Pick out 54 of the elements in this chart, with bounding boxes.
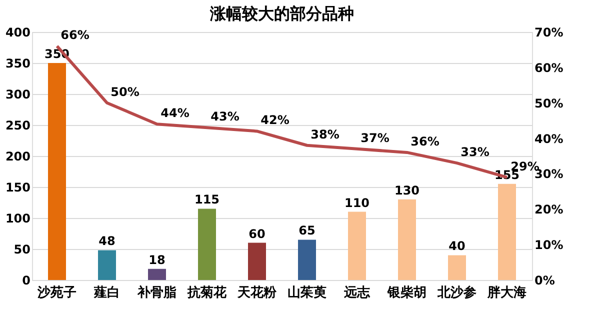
bar: [348, 212, 366, 280]
data-label: 110: [344, 196, 370, 210]
bar: [398, 199, 416, 280]
chart-title: 涨幅较大的部分品种: [209, 4, 354, 23]
y-tick-label: 300: [5, 88, 30, 102]
data-label: 60: [248, 226, 266, 241]
y-tick-label: 100: [5, 212, 30, 226]
x-tick-label: 天花粉: [236, 286, 278, 300]
x-tick-label: 胖大海: [486, 286, 526, 300]
data-label: 36%: [410, 134, 440, 148]
y2-tick-label: 60%: [534, 60, 564, 75]
x-tick-label: 抗菊花: [186, 284, 228, 300]
data-label: 38%: [310, 127, 340, 142]
data-label: 44%: [160, 106, 190, 120]
bar: [448, 255, 466, 280]
data-label: 65: [298, 224, 316, 238]
data-label: 48: [98, 234, 116, 248]
y2-tick-label: 40%: [534, 132, 564, 146]
data-label: 115: [194, 192, 220, 207]
y2-tick-label: 70%: [534, 26, 564, 40]
y-tick-label: 250: [5, 118, 30, 132]
data-label: 18: [148, 252, 166, 267]
data-label: 42%: [260, 113, 290, 128]
data-label: 66%: [60, 28, 90, 42]
data-label: 130: [394, 183, 420, 198]
y-tick-label: 150: [5, 180, 30, 194]
y-tick-label: 200: [5, 150, 30, 164]
y-tick-label: 50: [14, 242, 30, 256]
data-label: 37%: [360, 130, 390, 145]
y2-tick-label: 10%: [534, 238, 564, 252]
y-tick-label: 350: [5, 56, 30, 70]
x-tick-label: 北沙参: [436, 284, 476, 300]
bar: [98, 250, 116, 280]
x-tick-label: 薤白: [93, 284, 120, 300]
bar: [498, 184, 516, 280]
y2-tick-label: 0%: [534, 274, 555, 288]
data-label: 43%: [210, 110, 240, 124]
y-tick-label: 400: [5, 26, 30, 40]
data-label: 33%: [460, 145, 490, 160]
bar: [198, 208, 216, 280]
bar: [248, 242, 266, 280]
x-tick-label: 远志: [343, 284, 371, 300]
data-label: 50%: [110, 84, 140, 99]
y2-tick-label: 50%: [534, 96, 564, 110]
bar: [48, 63, 66, 280]
bar: [298, 240, 316, 280]
x-tick-label: 补骨脂: [136, 284, 176, 300]
y-tick-label: 0: [22, 274, 30, 288]
x-tick-label: 山茱萸: [288, 284, 326, 300]
data-label: 40: [448, 239, 466, 254]
bar: [148, 268, 166, 280]
y2-tick-label: 20%: [534, 202, 564, 217]
x-tick-label: 银柴胡: [386, 284, 426, 300]
x-tick-label: 沙苑子: [36, 284, 76, 300]
